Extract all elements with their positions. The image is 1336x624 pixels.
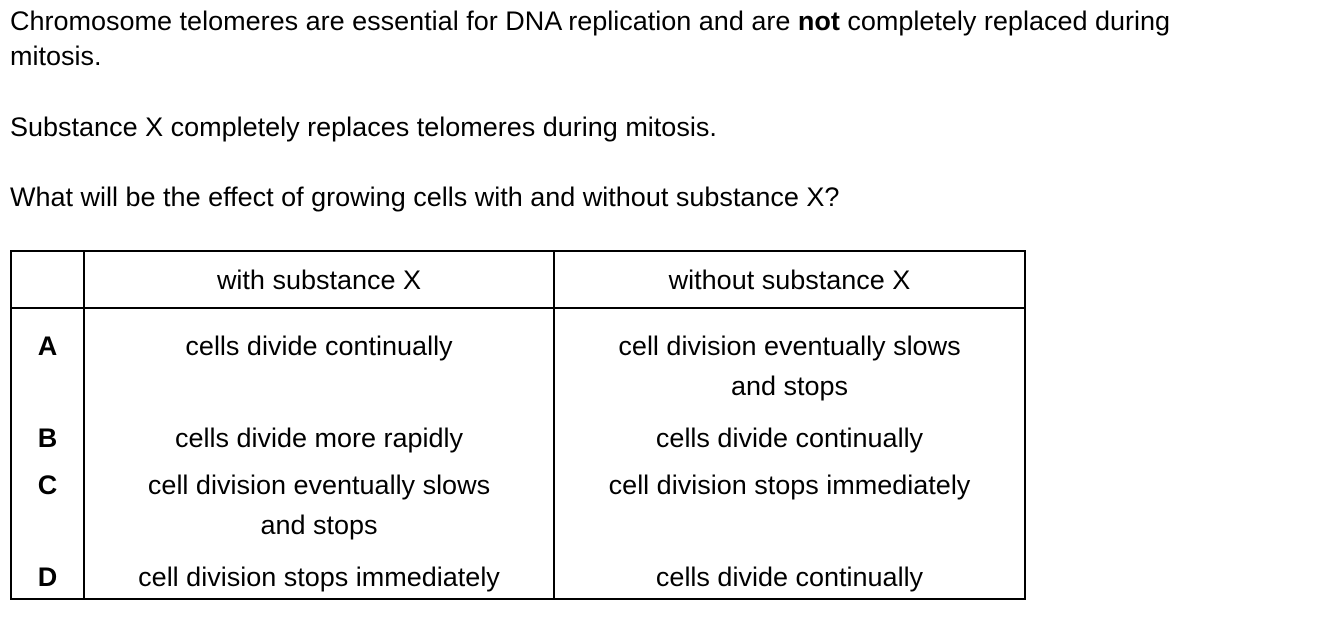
option-without-cell: cell division stops immediately [608,470,971,500]
option-letter: B [11,406,85,463]
stem-line1-text-end: completely replaced during [839,6,1171,36]
option-without-line2: and stops [730,371,849,401]
stem-paragraph-1: Chromosome telomeres are essential for D… [10,4,1170,74]
option-row-a[interactable]: A cells divide continually cell division… [11,308,1025,406]
option-without-cell: cell division eventually slows and stops [554,308,1025,406]
option-row-c[interactable]: C cell division eventually slows and stop… [11,463,1025,557]
option-with-cell: cell division stops immediately [84,557,555,599]
option-letter: C [11,463,85,557]
option-letter: D [11,557,85,599]
table-header-row: with substance X without substance X [11,251,1025,309]
answer-options-table: with substance X without substance X A c… [10,250,1026,600]
option-with-cell: cells divide more rapidly [84,406,555,463]
option-with-cell: cells divide continually [84,308,555,406]
header-without-substance-x: without substance X [554,251,1025,309]
option-letter: A [11,308,85,406]
option-with-line2: and stops [260,510,378,540]
stem-paragraph-2: Substance X completely replaces telomere… [10,112,717,142]
option-without-line1: cell division eventually slows [618,331,961,361]
option-without-cell: cells divide continually [655,562,924,592]
stem-emphasis-not: not [797,6,840,36]
option-with-cell: cell division eventually slows and stops [84,463,555,557]
option-with-line1: cell division eventually slows [147,470,491,500]
question-text: What will be the effect of growing cells… [10,182,840,212]
stem-line1-text: Chromosome telomeres are essential for D… [10,6,798,36]
option-without-cell: cells divide continually [655,423,924,453]
header-blank-cell [11,251,85,309]
stem-line1-wrap: mitosis. [10,41,102,71]
header-with-substance-x: with substance X [84,251,555,309]
option-row-d[interactable]: D cell division stops immediately cells … [11,557,1025,599]
option-row-b[interactable]: B cells divide more rapidly cells divide… [11,406,1025,463]
